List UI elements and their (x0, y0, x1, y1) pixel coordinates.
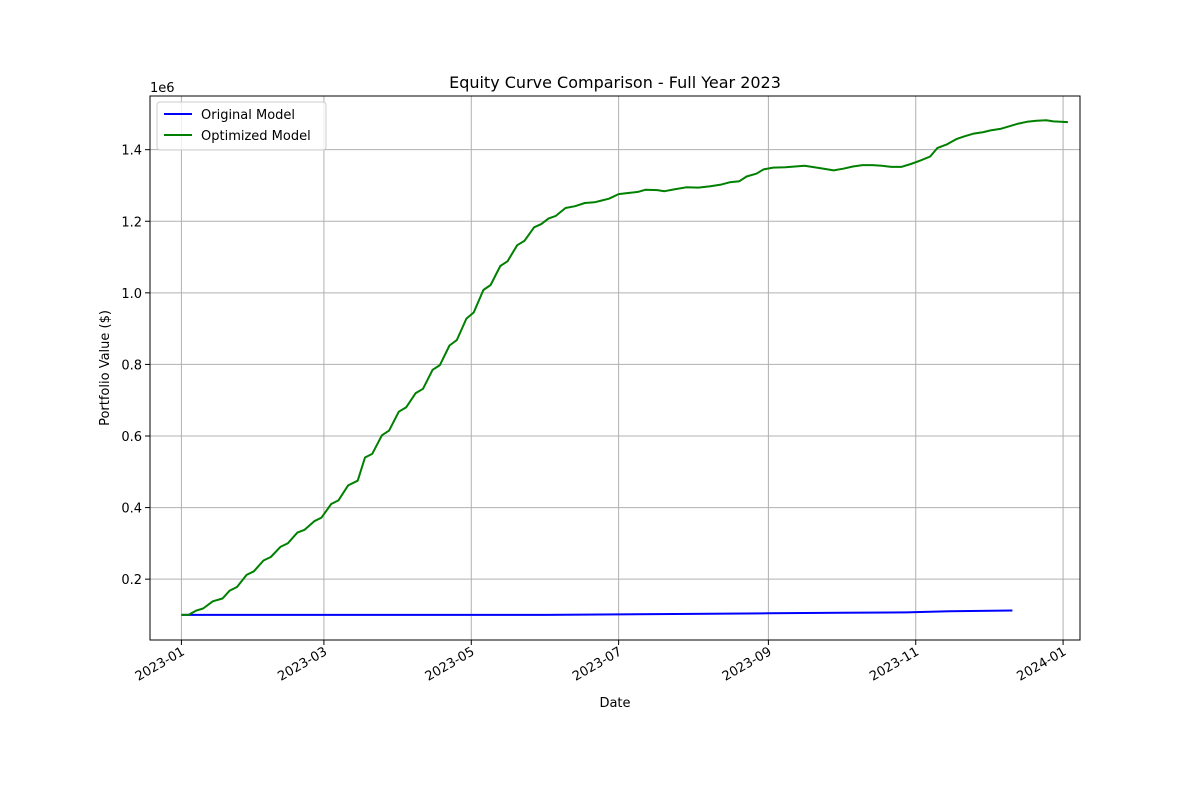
y-tick-label: 1.4 (121, 144, 142, 159)
chart-title: Equity Curve Comparison - Full Year 2023 (449, 73, 781, 92)
series-line-optimized-model (181, 119, 1068, 616)
y-tick-label: 1.0 (121, 287, 142, 302)
y-tick-label: 0.8 (121, 358, 142, 373)
y-tick-label: 0.6 (121, 430, 142, 445)
y-axis-ticks: 0.2 0.4 0.6 0.8 1.0 1.2 1.4 (121, 144, 150, 588)
y-axis-label: Portfolio Value ($) (98, 310, 113, 426)
series-lines (181, 119, 1068, 616)
grid-lines (150, 96, 1080, 640)
x-axis-label: Date (599, 696, 630, 711)
legend-label-original: Original Model (201, 108, 295, 123)
y-tick-label: 0.4 (121, 502, 142, 517)
y-axis-offset-label: 1e6 (150, 81, 175, 96)
axes-frame (149, 95, 1081, 641)
y-tick-label: 0.2 (121, 573, 142, 588)
series-line-original-model (181, 609, 1013, 616)
legend: Original Model Optimized Model (156, 101, 327, 151)
y-tick-label: 1.2 (121, 215, 142, 230)
legend-label-optimized: Optimized Model (201, 129, 311, 144)
legend-box (156, 101, 327, 151)
